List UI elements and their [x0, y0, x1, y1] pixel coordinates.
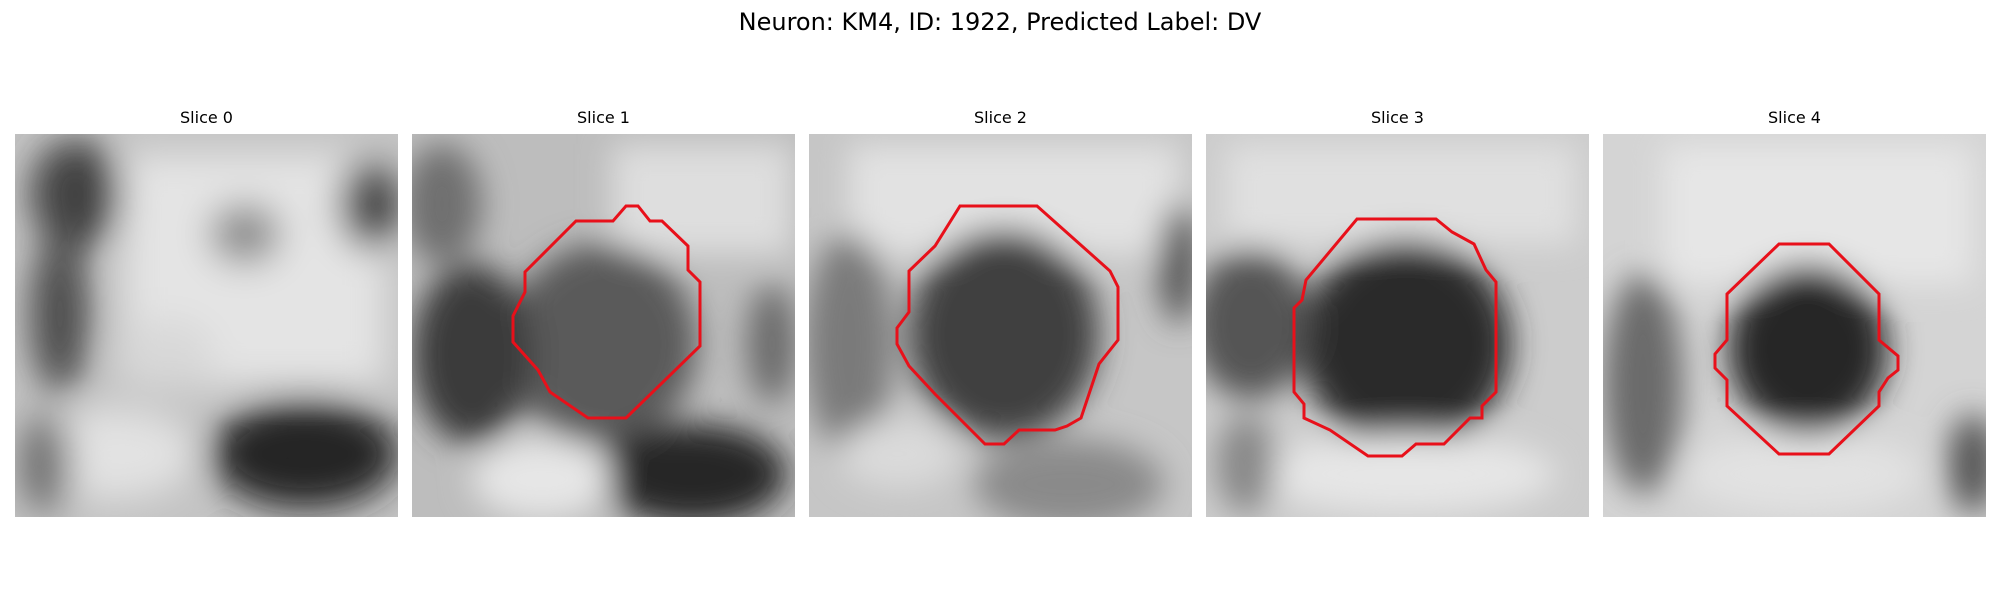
slice-image [1206, 134, 1589, 517]
neuron-contour [511, 204, 702, 420]
slice-title: Slice 2 [974, 108, 1027, 127]
slice-image [809, 134, 1192, 517]
slice-panel-3: Slice 3 [1206, 108, 1589, 517]
slice-panel-0: Slice 0 [15, 108, 398, 517]
neuron-contour [895, 204, 1120, 446]
slice-panel-2: Slice 2 [809, 108, 1192, 517]
slice-image [412, 134, 795, 517]
slice-title: Slice 1 [577, 108, 630, 127]
slice-title: Slice 4 [1768, 108, 1821, 127]
slice-image [15, 134, 398, 517]
slice-panel-1: Slice 1 [412, 108, 795, 517]
neuron-contour [1292, 217, 1498, 458]
slice-title: Slice 3 [1371, 108, 1424, 127]
neuron-contour [1713, 242, 1900, 456]
slice-title: Slice 0 [180, 108, 233, 127]
slice-panel-4: Slice 4 [1603, 108, 1986, 517]
slice-image [1603, 134, 1986, 517]
figure-title: Neuron: KM4, ID: 1922, Predicted Label: … [738, 8, 1262, 36]
